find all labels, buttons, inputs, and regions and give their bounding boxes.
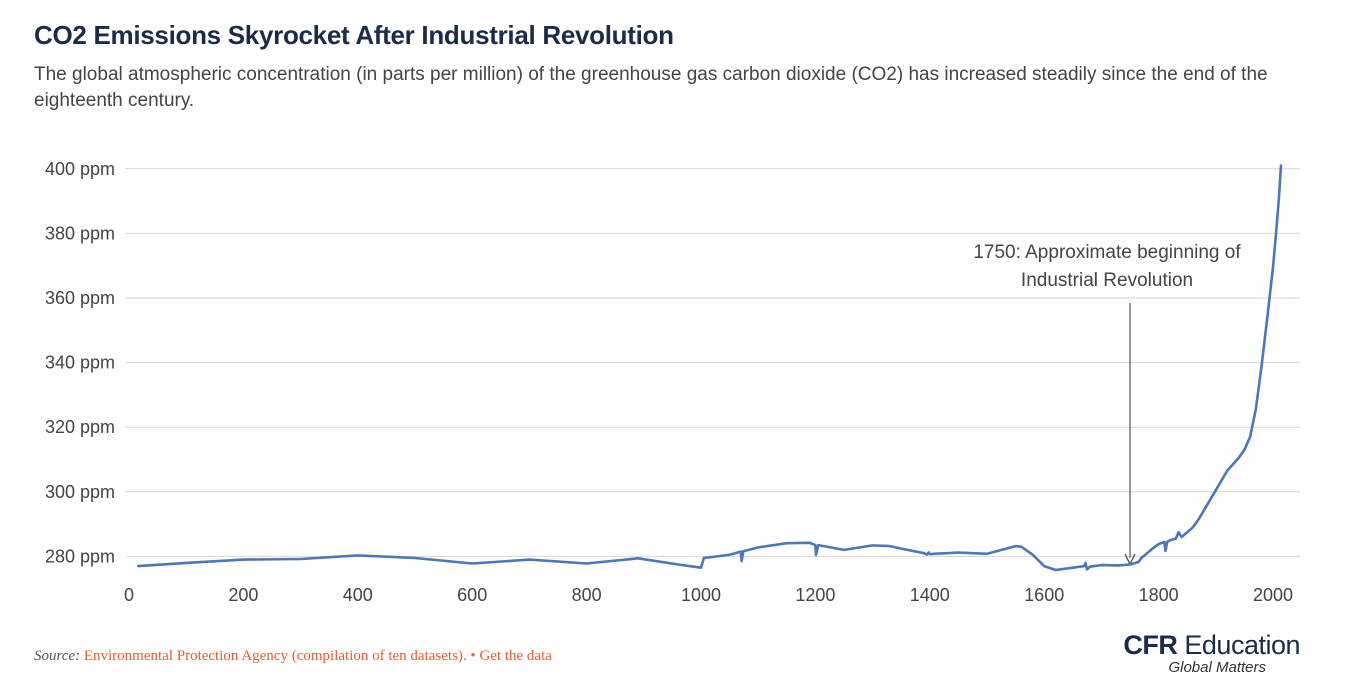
x-tick-label: 2000 [1253,585,1293,605]
y-tick-label: 300 ppm [45,482,115,502]
x-tick-label: 1200 [795,585,835,605]
y-axis-labels: 280 ppm 300 ppm 320 ppm 340 ppm 360 ppm 380 p… [45,159,115,567]
x-tick-label: 1600 [1024,585,1064,605]
separator-bullet: • [470,648,476,664]
x-tick-label: 0 [124,585,134,605]
co2-series-line [136,164,1283,572]
annotation-line-2: Industrial Revolution [1021,270,1193,291]
logo-tagline: Global Matters [1168,659,1266,676]
x-tick-label: 400 [343,585,373,605]
chart-title: CO2 Emissions Skyrocket After Industrial… [34,20,674,50]
y-tick-label: 360 ppm [45,288,115,308]
gridlines [125,168,1300,557]
x-tick-label: 1400 [910,585,950,605]
source-footer: Source: Environmental Protection Agency … [34,648,552,665]
get-data-link[interactable]: Get the data [479,648,552,664]
y-tick-label: 320 ppm [45,417,115,437]
y-tick-label: 280 ppm [45,546,115,566]
source-link[interactable]: Environmental Protection Agency (compila… [83,648,467,664]
cfr-education-logo[interactable]: CFR Education Global Matters [1123,630,1300,676]
chart-subtitle: The global atmospheric concentration (in… [34,64,1268,111]
x-tick-label: 600 [457,585,487,605]
x-axis-labels: 0 200 400 600 800 1000 1200 1400 1600 1800 2000 [124,585,1293,605]
y-tick-label: 340 ppm [45,353,115,373]
industrial-revolution-annotation: 1750: Approximate beginning of Industria… [973,242,1241,566]
x-tick-label: 1000 [681,585,721,605]
logo-brand-bold: CFR [1123,630,1178,660]
co2-line-chart: 280 ppm 300 ppm 320 ppm 340 ppm 360 ppm 380 p… [45,159,1300,605]
source-label: Source: [34,648,81,664]
annotation-line-1: 1750: Approximate beginning of [973,242,1241,263]
logo-brand-rest: Education [1184,630,1300,660]
x-tick-label: 1800 [1139,585,1179,605]
plot-area [136,164,1283,572]
logo-brand: CFR Education [1123,630,1300,661]
x-tick-label: 800 [572,585,602,605]
y-tick-label: 400 ppm [45,159,115,179]
y-tick-label: 380 ppm [45,223,115,243]
x-tick-label: 200 [228,585,258,605]
